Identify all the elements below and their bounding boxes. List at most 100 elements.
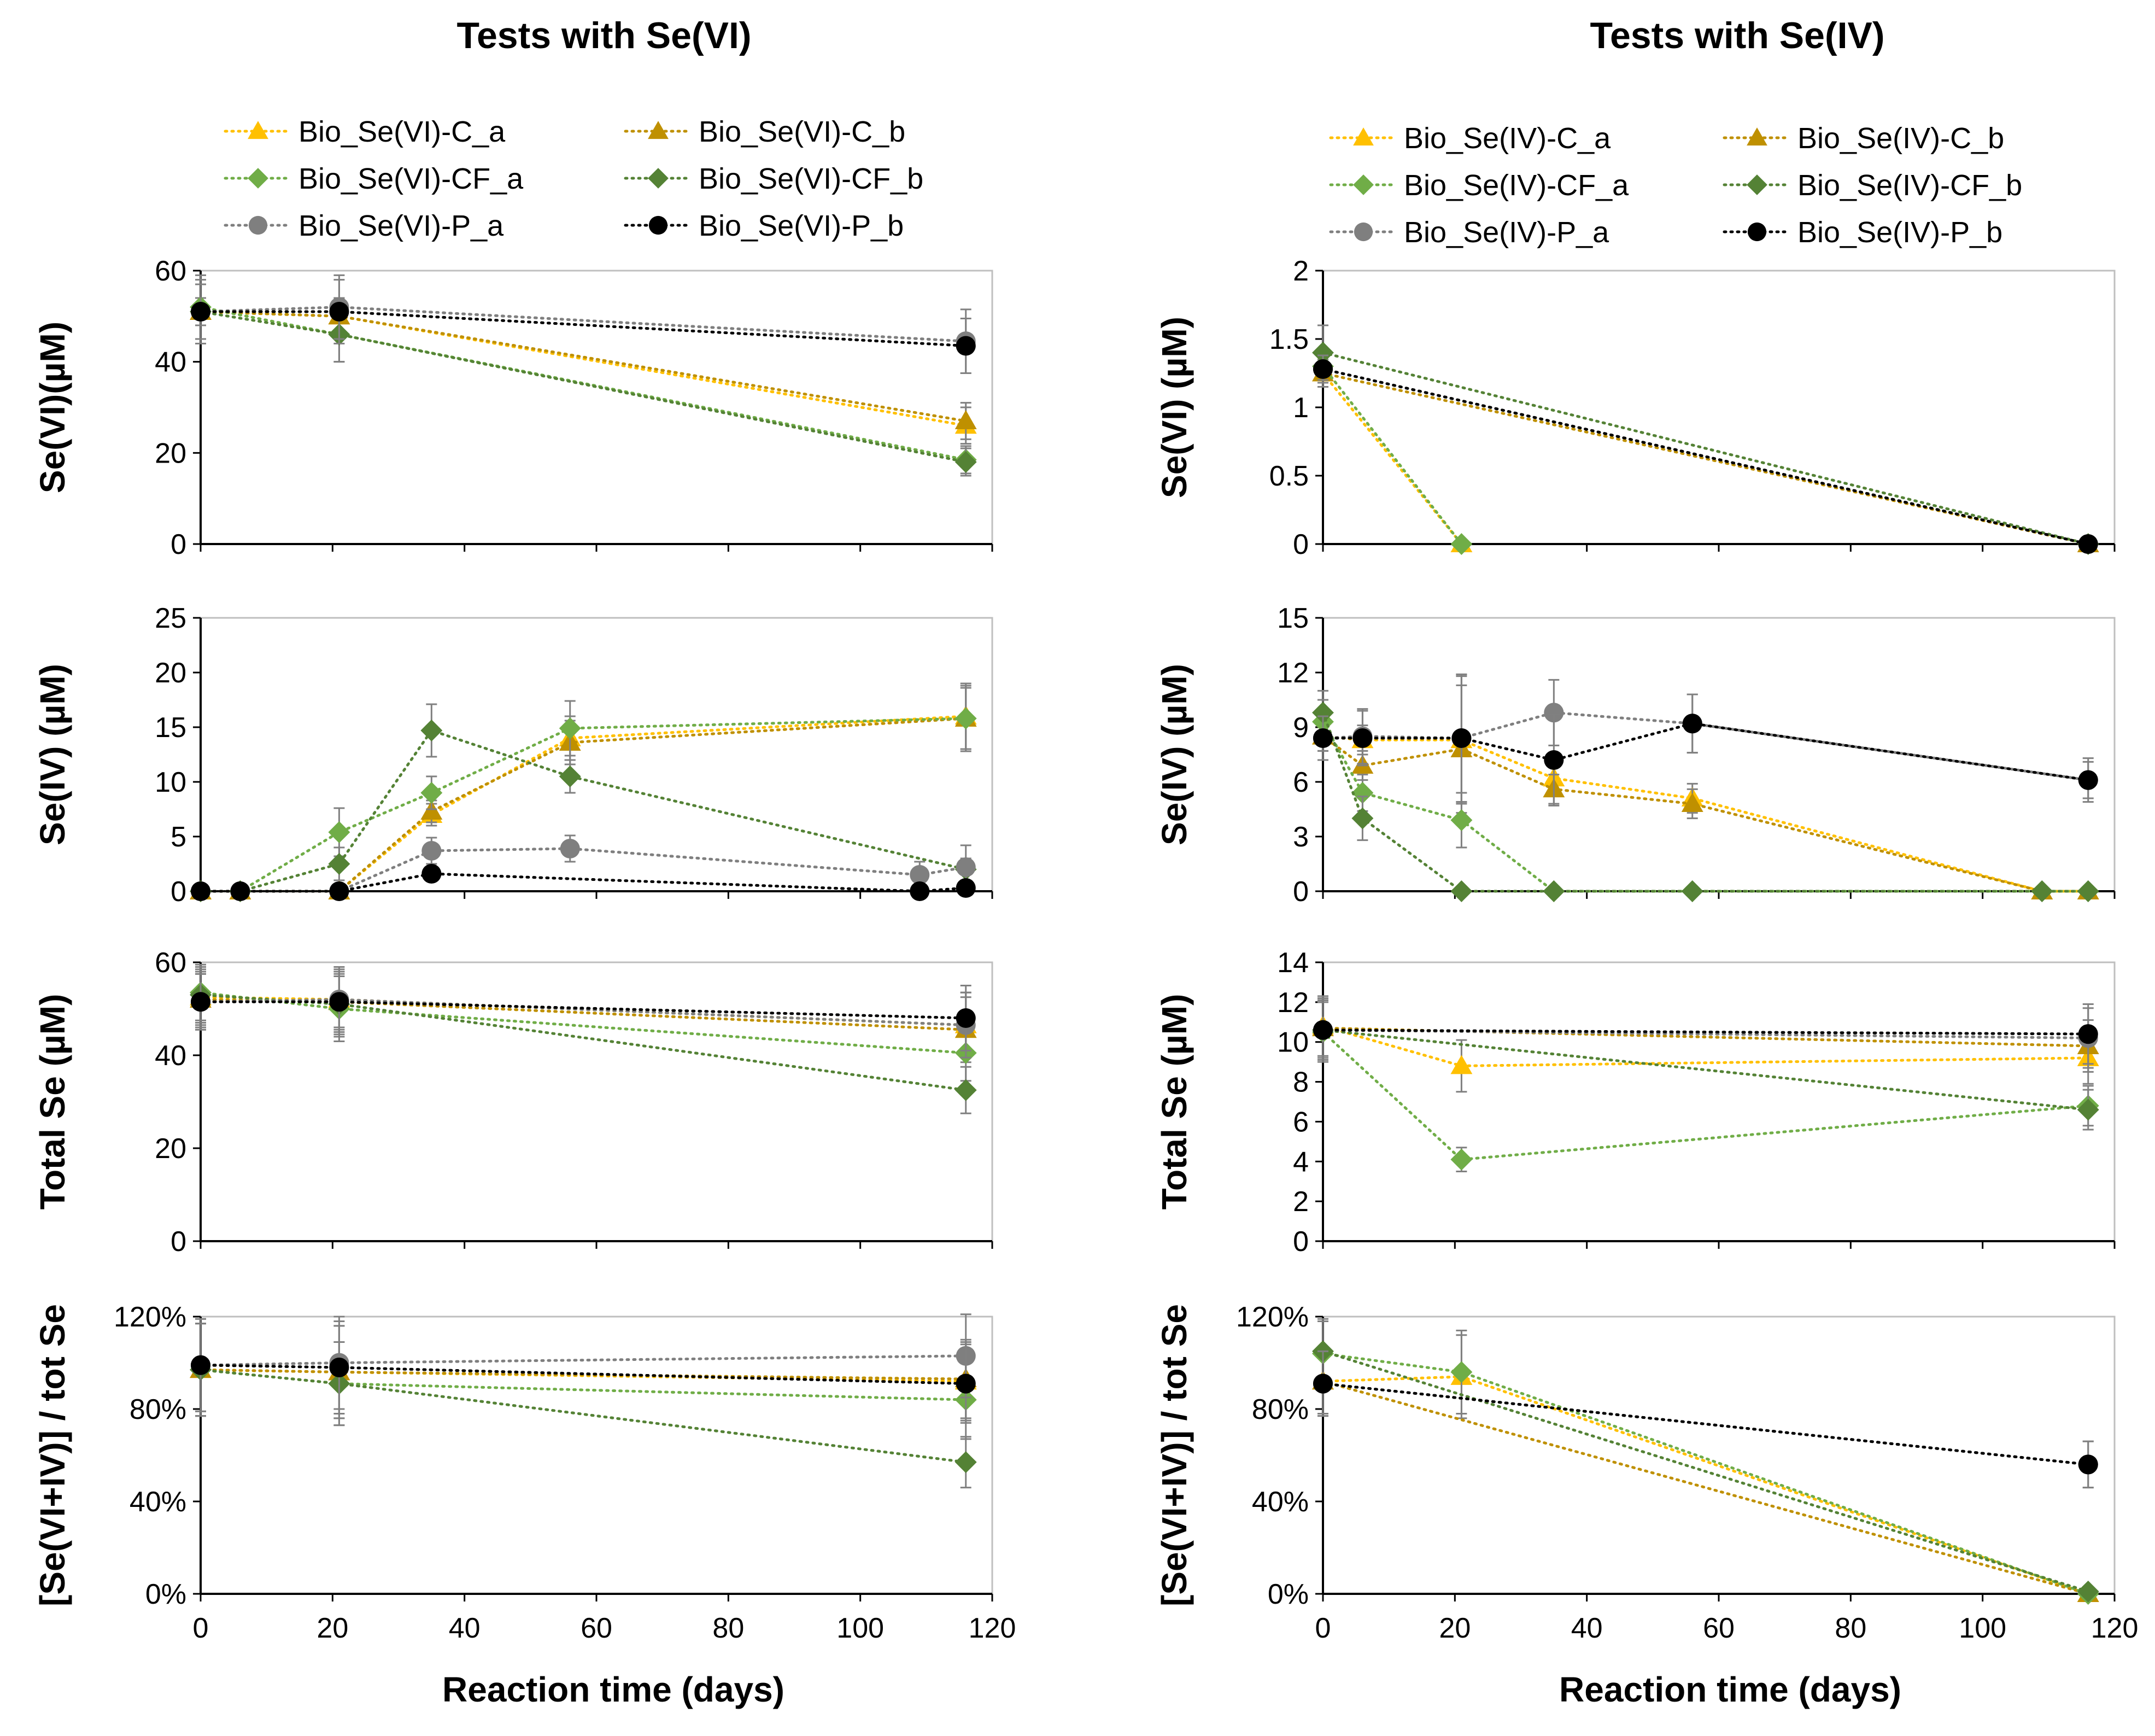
data-point bbox=[956, 857, 976, 878]
data-point bbox=[1351, 782, 1374, 804]
y-tick-label: 20 bbox=[155, 1133, 186, 1165]
series-CF_a bbox=[1312, 1001, 2099, 1172]
legend-entry: Bio_Se(VI)-P_b bbox=[624, 209, 904, 242]
legend-label: Bio_Se(VI)-CF_b bbox=[699, 162, 923, 195]
legend-marker bbox=[248, 121, 268, 139]
data-point bbox=[956, 1373, 976, 1394]
legend-marker bbox=[648, 168, 669, 189]
series-line bbox=[1321, 1028, 2090, 1036]
data-point bbox=[1450, 1361, 1473, 1383]
series-line bbox=[1321, 351, 2090, 546]
series-C_b bbox=[1312, 359, 2099, 552]
legend-entry: Bio_Se(VI)-C_a bbox=[224, 115, 506, 148]
data-point bbox=[420, 782, 443, 804]
x-tick-label: 60 bbox=[581, 1612, 612, 1644]
data-point bbox=[1450, 1055, 1473, 1074]
data-point bbox=[1313, 1020, 1333, 1040]
data-point bbox=[1681, 880, 1703, 902]
x-tick-label: 40 bbox=[1571, 1612, 1603, 1644]
x-tick-label: 80 bbox=[712, 1612, 744, 1644]
series-CF_b bbox=[1312, 999, 2099, 1131]
data-point bbox=[1351, 807, 1374, 829]
data-point bbox=[954, 410, 977, 429]
legend-marker bbox=[1354, 222, 1373, 242]
series-C_b bbox=[190, 1323, 977, 1419]
y-tick-label: 120% bbox=[114, 1301, 186, 1333]
series-C_b bbox=[190, 297, 977, 440]
y-axis-label: [Se(VI+IV)] / tot Se bbox=[33, 1304, 72, 1606]
y-axis-label: Total Se (µM) bbox=[33, 994, 72, 1210]
data-point bbox=[1450, 880, 1473, 902]
data-point bbox=[2077, 880, 2099, 902]
y-tick-label: 0 bbox=[171, 876, 186, 908]
legend-entry: Bio_Se(IV)-C_a bbox=[1329, 122, 1611, 155]
series-line bbox=[1321, 1382, 2090, 1466]
legend-marker bbox=[1747, 127, 1767, 146]
data-point bbox=[2077, 1098, 2099, 1121]
data-point bbox=[329, 1357, 349, 1377]
series-P_a bbox=[1313, 354, 2098, 554]
data-point bbox=[2078, 770, 2098, 790]
data-point bbox=[328, 853, 350, 875]
data-point bbox=[910, 864, 930, 885]
data-point bbox=[1312, 702, 1334, 724]
data-point bbox=[910, 881, 930, 902]
y-axis-label: Se(IV) (µM) bbox=[33, 664, 72, 845]
series-CF_a bbox=[190, 274, 977, 475]
legend-entry: Bio_Se(IV)-P_b bbox=[1723, 216, 2002, 249]
y-tick-label: 40% bbox=[130, 1486, 186, 1518]
y-tick-label: 15 bbox=[1277, 603, 1309, 634]
plot-area-border bbox=[1322, 961, 2116, 1242]
y-tick-label: 2 bbox=[1293, 255, 1309, 287]
y-tick-label: 0.5 bbox=[1269, 460, 1309, 492]
y-tick-label: 1.5 bbox=[1269, 324, 1309, 355]
series-CF_b bbox=[1312, 689, 2099, 902]
series-CF_b bbox=[190, 703, 977, 902]
x-tick-label: 0 bbox=[193, 1612, 209, 1644]
data-point bbox=[421, 840, 442, 861]
series-line bbox=[199, 1364, 968, 1386]
y-tick-label: 5 bbox=[171, 821, 186, 853]
y-tick-label: 15 bbox=[155, 712, 186, 744]
x-axis-label-left: Reaction time (days) bbox=[442, 1670, 784, 1709]
data-point bbox=[328, 821, 350, 843]
legend-label: Bio_Se(VI)-P_b bbox=[699, 209, 904, 242]
y-tick-label: 12 bbox=[1277, 657, 1309, 689]
data-point bbox=[1451, 728, 1472, 749]
legend-marker bbox=[648, 215, 668, 235]
data-point bbox=[559, 765, 581, 787]
series-CF_b bbox=[1312, 1318, 2099, 1603]
y-tick-label: 0 bbox=[1293, 1226, 1309, 1258]
x-tick-label: 0 bbox=[1315, 1612, 1331, 1644]
series-C_b bbox=[190, 685, 977, 899]
legend-marker bbox=[1353, 127, 1374, 146]
y-axis-label: Se(VI) (µM) bbox=[1155, 317, 1194, 498]
data-point bbox=[954, 1451, 977, 1474]
data-point bbox=[1544, 703, 1564, 723]
y-tick-label: 20 bbox=[155, 437, 186, 469]
data-point bbox=[1352, 728, 1373, 749]
plot-area-border bbox=[200, 1316, 993, 1595]
series-line bbox=[1321, 1031, 2090, 1161]
y-tick-label: 80% bbox=[1252, 1394, 1309, 1425]
data-point bbox=[190, 301, 211, 322]
series-line bbox=[199, 872, 968, 893]
y-tick-label: 0% bbox=[145, 1579, 186, 1610]
legend-label: Bio_Se(IV)-C_b bbox=[1797, 122, 2004, 155]
series-line bbox=[199, 717, 968, 893]
legend-entry: Bio_Se(VI)-CF_b bbox=[624, 162, 923, 195]
y-tick-label: 0 bbox=[1293, 876, 1309, 908]
data-point bbox=[954, 451, 977, 473]
x-tick-label: 120 bbox=[2091, 1612, 2139, 1644]
series-line bbox=[199, 310, 968, 427]
data-point bbox=[1450, 533, 1473, 555]
legend-0: Bio_Se(VI)-C_a Bio_Se(VI)-C_b Bio_Se(VI)-C… bbox=[224, 115, 923, 242]
legend-entry: Bio_Se(VI)-C_b bbox=[624, 115, 905, 148]
y-axis-label: Total Se (µM) bbox=[1155, 994, 1194, 1210]
data-point bbox=[2078, 1454, 2098, 1475]
y-tick-label: 25 bbox=[155, 603, 186, 634]
y-tick-label: 14 bbox=[1277, 947, 1309, 979]
data-point bbox=[1312, 342, 1334, 364]
series-line bbox=[1321, 711, 2090, 782]
